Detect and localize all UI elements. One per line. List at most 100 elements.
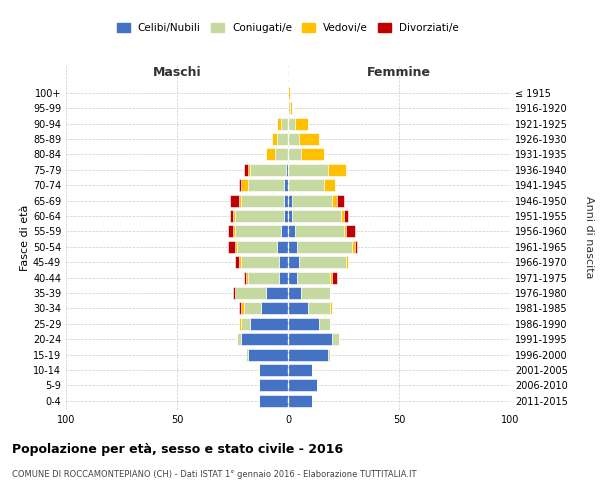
Bar [279,272,288,283]
Bar [288,302,308,314]
Text: Femmine: Femmine [367,66,431,79]
Bar [297,272,330,283]
Bar [250,318,288,330]
Bar [239,318,241,330]
Bar [233,210,235,222]
Bar [332,272,337,283]
Bar [241,333,288,345]
Bar [295,226,343,237]
Bar [355,240,357,252]
Bar [337,194,344,206]
Bar [241,318,250,330]
Bar [241,194,284,206]
Bar [235,240,237,252]
Bar [288,86,290,99]
Bar [239,179,241,191]
Bar [284,179,288,191]
Bar [288,133,299,145]
Bar [259,380,288,392]
Bar [319,318,330,330]
Bar [299,256,346,268]
Bar [281,118,288,130]
Bar [352,240,355,252]
Bar [290,102,292,114]
Bar [343,226,346,237]
Bar [277,118,281,130]
Bar [292,194,332,206]
Bar [288,194,292,206]
Bar [299,133,319,145]
Bar [230,210,233,222]
Bar [301,287,330,299]
Bar [237,240,277,252]
Bar [266,287,288,299]
Bar [288,272,297,283]
Bar [297,240,352,252]
Bar [288,364,313,376]
Bar [346,256,348,268]
Bar [244,302,262,314]
Bar [328,164,346,175]
Text: Popolazione per età, sesso e stato civile - 2016: Popolazione per età, sesso e stato civil… [12,442,343,456]
Bar [239,194,241,206]
Bar [288,226,295,237]
Bar [279,256,288,268]
Bar [292,210,341,222]
Bar [248,164,250,175]
Bar [323,179,335,191]
Bar [248,348,288,360]
Bar [288,395,313,407]
Bar [332,194,337,206]
Bar [288,102,290,114]
Bar [332,333,339,345]
Bar [330,302,332,314]
Bar [288,287,301,299]
Bar [228,226,233,237]
Bar [328,348,330,360]
Bar [233,226,235,237]
Bar [241,302,244,314]
Bar [239,302,241,314]
Bar [288,148,301,160]
Bar [235,226,281,237]
Bar [284,194,288,206]
Bar [346,226,355,237]
Bar [230,194,239,206]
Y-axis label: Anni di nascita: Anni di nascita [584,196,595,279]
Text: Maschi: Maschi [152,66,202,79]
Bar [248,179,284,191]
Bar [277,240,288,252]
Bar [233,287,235,299]
Bar [343,210,348,222]
Bar [288,256,299,268]
Bar [235,210,284,222]
Bar [241,256,279,268]
Bar [288,348,328,360]
Bar [259,395,288,407]
Bar [228,240,235,252]
Bar [275,148,288,160]
Bar [235,287,266,299]
Bar [308,302,330,314]
Bar [248,272,279,283]
Bar [241,179,248,191]
Bar [288,118,295,130]
Bar [286,164,288,175]
Bar [284,210,288,222]
Bar [288,333,332,345]
Bar [235,256,239,268]
Bar [259,364,288,376]
Bar [244,164,248,175]
Text: COMUNE DI ROCCAMONTEPIANO (CH) - Dati ISTAT 1° gennaio 2016 - Elaborazione TUTTI: COMUNE DI ROCCAMONTEPIANO (CH) - Dati IS… [12,470,416,479]
Bar [288,240,297,252]
Bar [301,148,323,160]
Bar [295,118,308,130]
Bar [272,133,277,145]
Bar [288,210,292,222]
Bar [237,333,241,345]
Bar [288,164,328,175]
Y-axis label: Fasce di età: Fasce di età [20,204,30,270]
Bar [246,348,248,360]
Bar [262,302,288,314]
Bar [288,380,317,392]
